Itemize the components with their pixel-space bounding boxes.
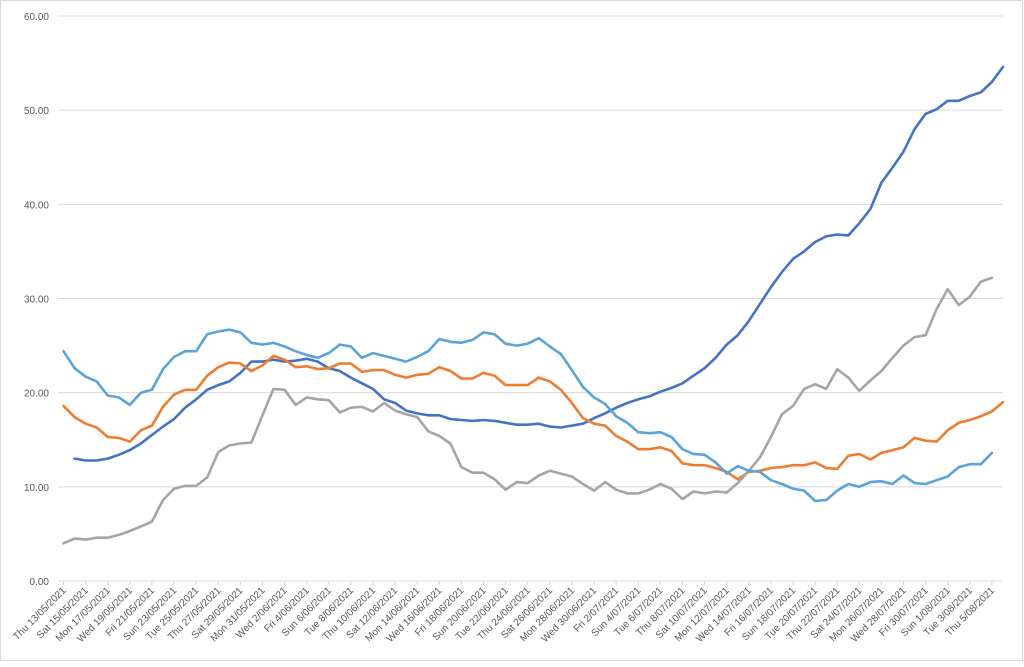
y-tick-label: 60.00 xyxy=(24,12,49,23)
y-tick-label: 10.00 xyxy=(24,483,49,494)
y-tick-label: 0.00 xyxy=(30,577,50,588)
y-tick-label: 20.00 xyxy=(24,389,49,400)
y-tick-label: 30.00 xyxy=(24,295,49,306)
y-tick-label: 40.00 xyxy=(24,200,49,211)
series-line-4 xyxy=(62,328,994,503)
y-tick-label: 50.00 xyxy=(24,106,49,117)
series-line-2 xyxy=(62,354,1005,481)
series-line-3 xyxy=(62,276,994,545)
series-line-1 xyxy=(73,65,1005,462)
series-lines xyxy=(62,65,1005,545)
y-axis: 0.00 10.00 20.00 30.00 40.00 50.00 60.00 xyxy=(24,12,49,588)
